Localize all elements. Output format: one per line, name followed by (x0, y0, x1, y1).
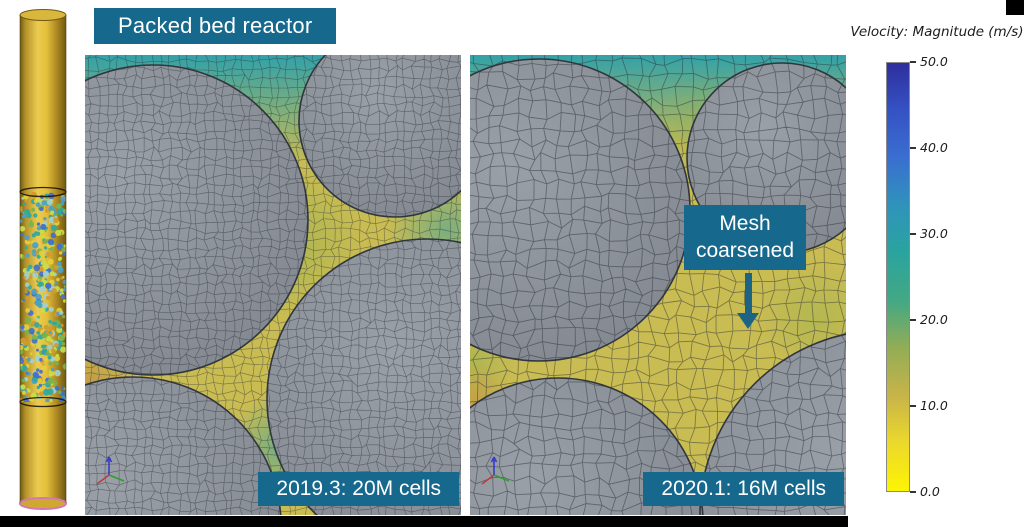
callout-arrow-head (737, 313, 759, 329)
mesh-grid (470, 55, 846, 515)
background-bar-topright (1006, 0, 1024, 15)
legend-tick-label: 50.0 (920, 54, 948, 69)
legend-tick-label: 20.0 (920, 312, 948, 327)
callout-arrow (737, 273, 759, 329)
axis-y-icon (108, 474, 125, 482)
particle-outline (85, 376, 282, 515)
axis-x-icon (481, 474, 495, 485)
colorbar (886, 62, 910, 492)
callout-line-2: coarsened (695, 239, 795, 263)
axis-z-icon (490, 456, 498, 475)
reactor-render (19, 9, 67, 510)
mesh-2020 (470, 55, 846, 515)
reactor-top-cap (19, 9, 67, 21)
axis-y-icon (493, 474, 510, 482)
background-bar-bottom (0, 516, 848, 527)
axis-triad (96, 456, 125, 485)
velocity-legend: Velocity: Magnitude (m/s) 50.0 40.0 30.0 20… (850, 22, 1024, 504)
legend-tick-mark (910, 405, 916, 407)
mesh-panel-2019: 2019.3: 20M cells (85, 55, 461, 515)
legend-tick-mark (910, 319, 916, 321)
reactor-bottom-cap (19, 497, 67, 510)
mesh-view-2020 (470, 55, 846, 515)
legend-tick-label: 40.0 (920, 140, 948, 155)
legend-tick-label: 0.0 (920, 484, 940, 499)
slide-title: Packed bed reactor (94, 8, 337, 44)
panel-caption-text: 2019.3: 20M cells (276, 477, 441, 500)
reactor-3d-render (6, 4, 80, 516)
legend-tick-label: 30.0 (920, 226, 948, 241)
particle-circle (85, 65, 308, 375)
mesh-coarsened-callout: Mesh coarsened (684, 205, 806, 270)
legend-tick-mark (910, 491, 916, 493)
axis-x-icon (96, 474, 110, 485)
legend-tick-mark (910, 61, 916, 63)
mesh-grid (85, 55, 461, 515)
legend-tick-mark (910, 147, 916, 149)
panel-caption-2020: 2020.1: 16M cells (643, 472, 844, 506)
particle-circle (470, 59, 690, 361)
particle-circle (700, 334, 846, 515)
mesh-view-2019 (85, 55, 461, 515)
slide-title-text: Packed bed reactor (118, 13, 313, 38)
particle-outline (298, 55, 461, 218)
particle-circle (85, 377, 281, 515)
legend-ticks: 50.0 40.0 30.0 20.0 10.0 0.0 (910, 54, 980, 499)
callout-line-1: Mesh (719, 212, 771, 235)
axis-z-icon (105, 456, 113, 475)
particle-outline (266, 238, 461, 515)
callout-arrow-stem (744, 273, 752, 313)
legend-tick-label: 10.0 (920, 398, 948, 413)
panel-caption-text: 2020.1: 16M cells (661, 477, 826, 500)
legend-title: Velocity: Magnitude (m/s) (850, 24, 1024, 40)
mesh-2019 (85, 55, 461, 515)
mesh-panel-2020: Mesh coarsened 2020.1: 16M cells (470, 55, 846, 515)
reactor-outline (19, 15, 67, 503)
particle-circle (299, 55, 461, 217)
panel-caption-2019: 2019.3: 20M cells (258, 472, 459, 506)
particle-outline (85, 64, 309, 376)
legend-tick-mark (910, 233, 916, 235)
axis-triad (481, 456, 510, 485)
particle-outline (470, 377, 704, 515)
